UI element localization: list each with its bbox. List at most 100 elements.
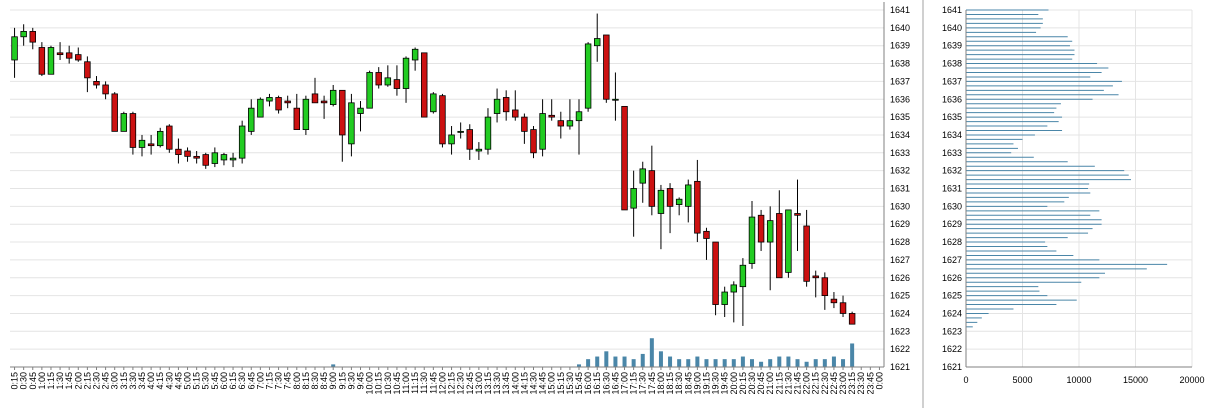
time-tick-label: 22:45 (829, 372, 839, 395)
volume-bar (613, 356, 618, 367)
volume-bar (640, 353, 645, 367)
price-tick-label: 1621 (890, 362, 910, 372)
candle-body (348, 102, 355, 145)
time-tick-label: 1:30 (55, 372, 65, 390)
candle-body (712, 241, 719, 305)
time-tick-label: 4:30 (164, 372, 174, 390)
volume-bar (622, 356, 627, 367)
profile-price-tick-label: 1641 (942, 5, 962, 15)
profile-volume-tick-label: 20000 (1179, 375, 1204, 385)
volume-bar (804, 361, 809, 367)
price-tick-label: 1634 (890, 130, 910, 140)
time-tick-label: 18:45 (683, 372, 693, 395)
time-tick-label: 21:15 (774, 372, 784, 395)
candle-body (284, 100, 291, 104)
time-tick-label: 19:30 (711, 372, 721, 395)
time-tick-label: 7:00 (255, 372, 265, 390)
time-tick-label: 1:00 (37, 372, 47, 390)
time-tick-label: 11:45 (428, 372, 438, 394)
candle-body (111, 93, 118, 132)
candle-body (785, 209, 792, 273)
profile-price-tick-label: 1631 (942, 184, 962, 194)
volume-bar (822, 359, 827, 367)
candle-body (220, 154, 228, 161)
candle-body (630, 188, 637, 209)
time-tick-label: 3:45 (137, 372, 147, 390)
time-tick-label: 11:30 (419, 372, 429, 394)
time-tick-label: 20:00 (729, 372, 739, 395)
time-tick-label: 21:45 (793, 372, 803, 395)
candle-body (584, 43, 592, 109)
volume-bar (713, 359, 718, 367)
time-tick-label: 1:45 (64, 372, 74, 390)
candle-body (821, 277, 829, 297)
volume-bar (740, 356, 745, 367)
price-tick-label: 1632 (890, 166, 910, 176)
candle-body (357, 107, 364, 114)
volume-bar (749, 359, 754, 367)
volume-bar (731, 359, 736, 367)
volume-bar (759, 361, 764, 367)
candle-body (439, 95, 446, 145)
time-tick-label: 3:00 (110, 372, 120, 390)
profile-price-tick-label: 1633 (942, 148, 962, 158)
candle-body (803, 225, 810, 282)
candle-body (38, 47, 46, 75)
price-tick-label: 1631 (890, 184, 910, 194)
candlestick-series (11, 13, 856, 326)
time-tick-label: 16:15 (592, 372, 602, 395)
profile-price-tick-label: 1627 (942, 255, 962, 265)
time-tick-label: 16:30 (601, 372, 611, 395)
candle-body (248, 107, 255, 132)
profile-price-tick-label: 1630 (942, 201, 962, 211)
profile-price-tick-label: 1623 (942, 326, 962, 336)
candle-body (402, 57, 410, 89)
candle-body (776, 213, 783, 279)
candle-body (648, 170, 656, 207)
candle-body (393, 79, 401, 89)
candle-body (411, 48, 419, 61)
time-tick-label: 15:45 (574, 372, 584, 395)
time-tick-label: 22:15 (811, 372, 821, 395)
candle-body (657, 189, 665, 214)
time-tick-label: 9:15 (337, 372, 347, 390)
time-tick-label: 21:30 (783, 372, 793, 395)
price-tick-label: 1636 (890, 94, 910, 104)
time-tick-label: 19:00 (692, 372, 702, 395)
time-tick-label: 10:45 (392, 372, 402, 395)
candle-body (166, 125, 173, 150)
price-tick-label: 1629 (890, 219, 910, 229)
time-tick-label: 12:00 (437, 372, 447, 395)
price-tick-label: 1622 (890, 344, 910, 354)
candle-body (603, 34, 610, 100)
candle-body (84, 61, 91, 79)
time-tick-label: 14:15 (519, 372, 529, 395)
time-tick-label: 5:15 (192, 372, 202, 390)
candle-body (65, 52, 73, 59)
volume-bar (695, 356, 700, 367)
volume-bar (841, 359, 846, 367)
time-tick-label: 23:15 (847, 372, 857, 395)
time-tick-label: 7:15 (264, 372, 274, 390)
time-tick-label: 12:45 (465, 372, 475, 395)
profile-price-tick-label: 1625 (942, 291, 962, 301)
volume-bar (331, 364, 336, 367)
time-tick-label: 8:00 (292, 372, 302, 390)
candle-body (421, 52, 428, 118)
time-tick-label: 10:30 (383, 372, 393, 395)
price-tick-label: 1630 (890, 201, 910, 211)
time-tick-label: 22:30 (820, 372, 830, 395)
candle-body (639, 168, 646, 184)
time-tick-label: 4:15 (155, 372, 165, 390)
volume-profile-volume-labels: 0 5000 10000 15000 20000 (963, 375, 1204, 385)
candle-body (475, 148, 483, 152)
candle-body (293, 107, 301, 130)
profile-price-tick-label: 1626 (942, 273, 962, 283)
volume-bar (668, 356, 673, 367)
volume-bar (777, 356, 782, 367)
volume-bar (649, 338, 654, 367)
candle-body (848, 313, 856, 325)
candle-body (548, 114, 555, 118)
